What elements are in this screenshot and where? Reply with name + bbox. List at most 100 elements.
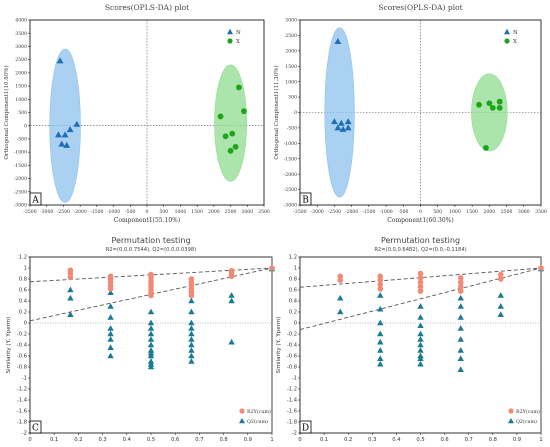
data-point-n (63, 141, 71, 148)
x-tick-label: -500 (398, 209, 408, 215)
q2-point (107, 330, 114, 337)
r2-point (337, 277, 344, 283)
q2-point (67, 311, 74, 317)
y-tick-label: -3000 (14, 203, 27, 209)
r2-point (417, 275, 424, 281)
y-tick-label: 0.2 (19, 310, 27, 316)
x-tick-label: 0.1 (50, 437, 58, 443)
x-tick-label: 0.8 (489, 437, 497, 443)
r2-point (457, 275, 464, 281)
x-tick-label: 0.1 (320, 437, 328, 443)
x-tick-label: -1000 (379, 209, 392, 215)
x-tick-label: -3000 (40, 209, 53, 215)
y-tick-label: -1.4 (287, 398, 298, 404)
q2-point (377, 330, 384, 337)
chart-title: Scores(OPLS-DA) plot (105, 3, 189, 12)
q2-point (188, 341, 195, 348)
y-tick-label: 1 (24, 266, 27, 272)
y-tick-label: -2500 (14, 189, 27, 195)
q2-point (107, 314, 114, 320)
r2-point (148, 292, 154, 299)
q2-point (497, 311, 504, 317)
r2-point (457, 279, 464, 286)
q2-point (228, 297, 235, 304)
data-point-n (334, 37, 342, 44)
data-point-n (73, 120, 81, 127)
legend-marker-n (504, 28, 510, 35)
x-tick-label: 0 (298, 437, 301, 443)
x-axis-label: Component1(55.10%) (114, 217, 180, 224)
q2-point (188, 358, 195, 364)
y-tick-label: 500 (288, 95, 297, 101)
data-point-x (227, 147, 234, 154)
chart-subtitle: R2=(0.0,0.6482), Q2=(0.0,-0.1184) (374, 247, 466, 253)
y-tick-label: 1000 (285, 79, 297, 85)
data-point-x (496, 98, 503, 105)
q2-point (107, 303, 114, 309)
y-tick-label: 2500 (15, 57, 27, 63)
y-tick-label: -500 (287, 126, 297, 132)
x-tick-label: -2500 (57, 209, 70, 215)
q2-point (147, 308, 155, 315)
panel-label-frame (29, 192, 42, 206)
q2-point (457, 303, 464, 309)
x-tick-label: 500 (159, 209, 168, 215)
data-point-n (344, 124, 352, 131)
panel-a: Scores(OPLS-DA) plot-3500 -3000 -2500 -2000… (3, 3, 270, 224)
y-tick-label: -1 (22, 376, 27, 382)
data-point-n (56, 57, 64, 64)
data-point-x (222, 133, 229, 140)
x-tick-label: 1500 (466, 209, 478, 215)
r2-point (67, 274, 74, 281)
x-axis-label: Component1(60.30%) (387, 217, 453, 224)
y-tick-label: 1500 (15, 84, 27, 90)
legend-label: X (236, 39, 240, 45)
data-point-x (236, 84, 242, 91)
y-tick-label: 0 (294, 110, 297, 116)
q2-point (377, 347, 384, 353)
r2-point (417, 279, 424, 286)
q2-point (67, 286, 74, 293)
x-tick-label: 0.7 (195, 437, 203, 443)
panel-label: C (32, 424, 39, 434)
r2-point (337, 273, 344, 280)
x-tick-label: 0.2 (344, 437, 352, 443)
q2-point (457, 347, 464, 353)
r2-point (377, 273, 384, 280)
x-tick-label: 0.4 (392, 437, 401, 443)
q2-point (337, 308, 344, 315)
data-point-n (339, 125, 347, 132)
x-tick-label: 2500 (501, 209, 513, 215)
q2-point (147, 352, 155, 359)
legend-marker-r2 (239, 408, 245, 414)
y-tick-label: 3000 (285, 18, 297, 24)
data-point-x (486, 100, 493, 107)
x-tick-label: 2000 (208, 209, 220, 215)
panel-label-box: D (299, 420, 312, 434)
x-tick-label: -3500 (293, 209, 306, 215)
panel-label-frame (29, 420, 42, 434)
confidence-ellipse-n (324, 27, 355, 198)
x-tick-label: 0 (419, 209, 422, 215)
data-point-x (217, 113, 224, 120)
q2-point (188, 319, 195, 326)
q2-point (377, 292, 384, 298)
y-tick-label: -1000 (14, 150, 27, 156)
y-tick-label: 0.4 (19, 299, 28, 305)
x-tick-label: -3000 (311, 209, 324, 215)
regression-line-q2 (299, 267, 542, 331)
q2-point (188, 308, 195, 315)
y-tick-label: 1500 (285, 64, 297, 70)
panel-label-box: A (29, 192, 42, 206)
q2-point (417, 336, 424, 342)
x-tick-label: 0.6 (171, 437, 179, 443)
y-tick-label: -1.2 (17, 387, 27, 393)
r2-point (417, 283, 424, 290)
y-tick-label: -1.8 (287, 420, 297, 426)
x-tick-label: -2000 (74, 209, 87, 215)
x-tick-label: 0.8 (219, 437, 227, 443)
q2-point (497, 303, 504, 309)
r2-point (497, 276, 504, 282)
y-tick-label: 0.6 (289, 288, 297, 294)
y-tick-label: -1.4 (17, 398, 28, 404)
